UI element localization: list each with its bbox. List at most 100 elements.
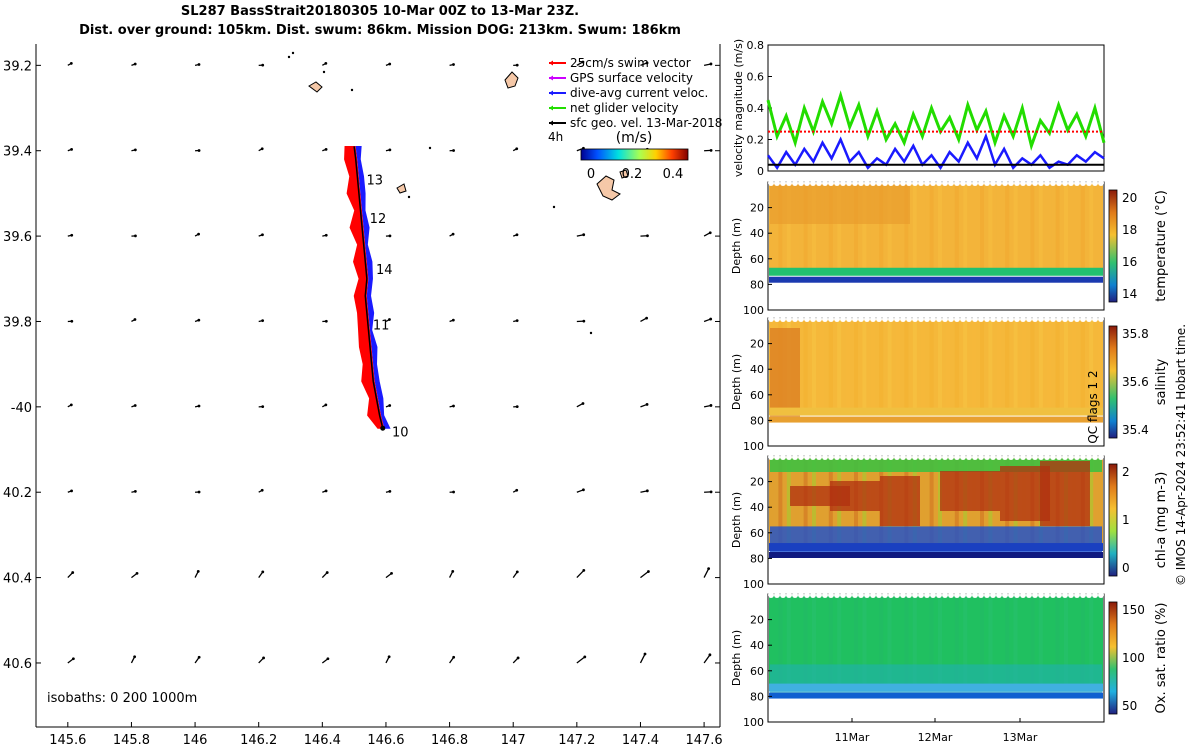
geo-vector-head [583,655,587,659]
section-streak [812,320,816,410]
section-streak [1047,320,1052,410]
profile-dot [798,592,804,598]
section-streak [946,596,951,686]
section-y-tick-label: 100 [743,578,764,591]
map-x-tick-label: 145.8 [113,733,150,748]
isobath-dot [428,146,432,150]
profile-dot [1056,180,1062,186]
section-colorbar-tick: 14 [1122,287,1137,301]
section-streak [921,596,926,686]
profile-dot [972,180,978,186]
geo-vector-head [645,61,649,65]
geo-vector-head [452,404,455,408]
geo-vector [703,568,710,578]
section-streak [828,184,833,270]
legend-arrow [549,60,553,66]
legend-label: net glider velocity [570,101,678,115]
profile-dot [918,454,924,460]
profile-dot [972,454,978,460]
section-streak [1022,320,1026,410]
section-colorbar-tick: 150 [1122,603,1145,617]
profile-dot [900,592,906,598]
profile-dot [1068,592,1074,598]
map-colorbar-tick: 0.2 [622,167,643,182]
section-colorbar-label: chl-a (mg m-3) [1154,472,1169,569]
geo-vector-head [70,147,73,151]
profile-dot [870,180,876,186]
section-salty-patch [770,328,800,418]
geo-vector [576,656,586,664]
geo-vector-head [515,233,519,237]
geo-vector-head [515,570,519,574]
section-streak [896,320,900,410]
profile-dot [864,180,870,186]
map-x-tick-label: 146 [183,733,208,748]
geo-vector-head [324,403,328,407]
profile-dot [840,316,846,322]
profile-dot [828,316,834,322]
profile-dot [822,180,828,186]
velocity-series-line [766,90,1106,152]
profile-dot [960,592,966,598]
velocity-y-tick-label: 0.4 [747,102,765,115]
geo-vector-head [197,149,201,152]
section-streak [778,596,783,686]
profile-dot [912,592,918,598]
section-streak [1089,596,1094,686]
profile-dot [882,454,888,460]
profile-dot [996,180,1002,186]
section-streak [870,320,875,410]
profile-dot [816,592,822,598]
profile-dot [978,316,984,322]
section-streak [803,596,808,686]
section-streak [812,184,816,270]
section-colorbar-tick: 0 [1122,561,1130,575]
profile-dot [1014,454,1020,460]
profile-dot [798,454,804,460]
profile-dot [1032,592,1038,598]
profile-dot [1020,592,1026,598]
profile-dot [1092,454,1098,460]
profile-dot [942,592,948,598]
section-y-tick-label: 100 [743,440,764,453]
section-streak [996,320,1001,410]
section-y-tick-label: 20 [750,614,764,627]
profile-dot [1038,592,1044,598]
section-streak [988,184,993,270]
geo-vector-head [326,657,330,661]
map-x-tick-label: 147.6 [685,733,722,748]
geo-vector-head [388,234,392,238]
profile-dot [900,316,906,322]
geo-vector-head [197,232,200,236]
profile-dot [1098,180,1104,186]
profile-dot [798,316,804,322]
profile-dot [936,592,942,598]
section-streak [912,320,917,410]
section-streak [896,596,900,686]
section-y-tick-label: 40 [750,363,764,376]
geo-vector-head [643,652,647,656]
profile-dot [894,180,900,186]
section-streak [954,184,959,270]
profile-dot [1020,180,1026,186]
section-chl-maximum [880,476,920,526]
profile-dot [1008,592,1014,598]
title-line-1: SL287 BassStrait20180305 10-Mar 00Z to 1… [180,4,580,19]
profile-dot [936,316,942,322]
profile-dot [804,180,810,186]
section-streak [820,596,825,686]
isobath-dot [589,331,593,335]
profile-dot [972,316,978,322]
profile-dot [846,592,852,598]
section-streak [837,596,842,686]
geo-vector-head [516,656,520,660]
section-streak [812,596,816,686]
section-streak [971,320,976,410]
geo-vector-head [515,147,519,151]
footer-note: © IMOS 14-Apr-2024 23:52:41 Hobart time. [1174,323,1188,587]
profile-dot [966,180,972,186]
title-line-2: Dist. over ground: 105km. Dist. swum: 86… [79,23,681,38]
profile-dot [1080,180,1086,186]
profile-dot [1038,316,1044,322]
